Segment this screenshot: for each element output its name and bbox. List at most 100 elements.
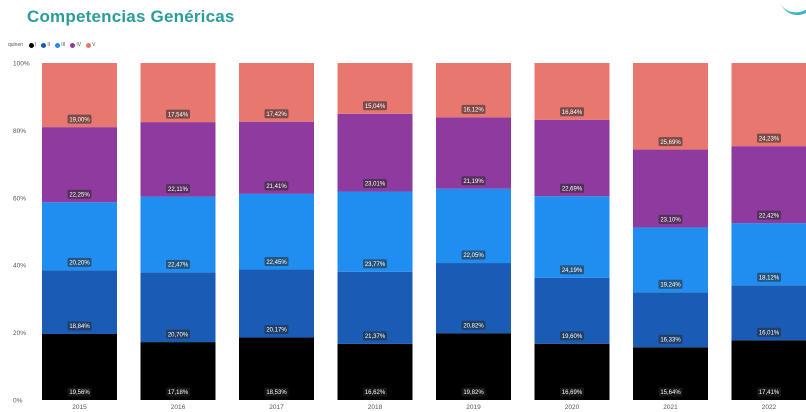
data-label-badge [363,259,387,269]
data-label-badge [264,257,289,267]
data-label: 23,01% [365,182,386,188]
legend-label-2: II [47,42,51,48]
data-label-badge [560,265,584,275]
data-label: 21,37% [365,334,386,340]
data-label-badge [67,257,92,267]
bar-segment-2022-s5 [731,63,806,147]
legend-label-1: I [35,42,37,48]
data-label: 20,70% [168,332,189,338]
x-tick-label: 2021 [663,404,678,411]
data-label: 17,54% [168,112,189,118]
data-label-badge [757,210,781,220]
data-label-badge [264,387,289,397]
legend-item-3[interactable]: III [55,42,65,48]
data-label: 17,41% [759,390,780,396]
data-label-badge [560,183,584,193]
data-label: 16,12% [463,108,484,114]
data-label: 16,01% [759,330,780,336]
data-label: 19,60% [562,334,583,340]
bar-segment-2017-s3 [239,193,314,270]
data-label: 24,19% [562,268,583,274]
data-label-badge [461,104,486,114]
data-label-badge [264,109,289,119]
data-label: 15,04% [365,104,386,110]
x-tick-label: 2018 [368,404,383,411]
chart-legend[interactable]: quinen I II III IV V [8,42,97,48]
data-label: 19,82% [463,390,484,396]
data-label-badge [166,259,190,269]
data-label-badge [166,184,190,194]
bar-segment-2018-s4 [337,113,413,192]
data-label: 16,62% [365,390,386,396]
data-label-badge [67,387,92,397]
legend-swatch-5 [86,42,92,48]
data-label-badge [461,320,486,330]
legend-title: quinen [8,42,24,48]
data-label-badge [363,178,387,188]
data-label-badge [658,387,683,397]
data-label-badge [363,101,387,111]
data-label: 22,47% [168,263,189,269]
legend-item-1[interactable]: I [29,42,36,48]
bar-segment-2018-s3 [337,191,413,272]
legend-item-5[interactable]: V [86,42,95,48]
data-label: 22,05% [463,253,484,259]
data-label: 22,69% [562,186,583,192]
data-label-badge [166,329,190,339]
data-label: 22,11% [168,187,189,193]
data-label: 18,53% [266,390,287,396]
bar-segment-2015-s4 [42,127,117,203]
data-label-badge [67,114,92,124]
data-label: 18,84% [69,324,90,330]
data-label: 21,19% [463,179,484,185]
legend-label-5: V [92,42,96,48]
bar-segment-2021-s5 [633,63,708,150]
x-tick-label: 2020 [565,404,580,411]
x-tick-label: 2016 [171,404,186,411]
legend-swatch-4 [70,42,76,48]
data-label: 17,42% [266,112,287,118]
data-label-badge [658,214,683,224]
data-label: 25,69% [660,140,681,146]
data-label-badge [658,334,683,344]
y-tick-label: 80% [13,128,26,135]
legend-swatch-2 [41,42,47,48]
data-label: 16,33% [660,337,681,343]
bar-segment-2022-s4 [731,146,806,224]
legend-swatch-1 [29,42,35,48]
x-tick-label: 2017 [269,404,284,411]
data-label: 22,45% [266,260,287,266]
data-label: 20,17% [266,328,287,334]
data-label-badge [264,181,289,191]
data-label: 19,00% [69,117,90,123]
data-label-badge [166,387,190,397]
legend-swatch-3 [55,42,61,48]
data-label-badge [560,387,584,397]
bar-segment-2020-s4 [534,119,610,197]
data-label-badge [757,272,781,282]
data-label-badge [757,387,781,397]
y-tick-label: 40% [13,263,26,270]
bar-segment-2016-s3 [140,196,216,273]
data-label: 19,24% [660,282,681,288]
data-label: 23,77% [365,262,386,268]
data-label-badge [166,109,190,119]
bar-segment-2020-s3 [534,196,610,278]
data-label-badge [264,325,289,335]
legend-item-4[interactable]: IV [70,42,81,48]
data-label-badge [658,137,683,147]
data-label: 23,10% [660,218,681,224]
data-label: 19,56% [69,390,90,396]
y-tick-label: 100% [13,61,30,68]
data-label-badge [363,387,387,397]
data-label-badge [461,176,486,186]
data-label-badge [67,189,92,199]
data-label-badge [757,133,781,143]
legend-item-2[interactable]: II [41,42,50,48]
data-label-badge [461,387,486,397]
y-tick-label: 0% [13,398,23,405]
data-label: 24,23% [759,136,780,142]
data-label: 17,18% [168,390,189,396]
data-label-badge [461,250,486,260]
